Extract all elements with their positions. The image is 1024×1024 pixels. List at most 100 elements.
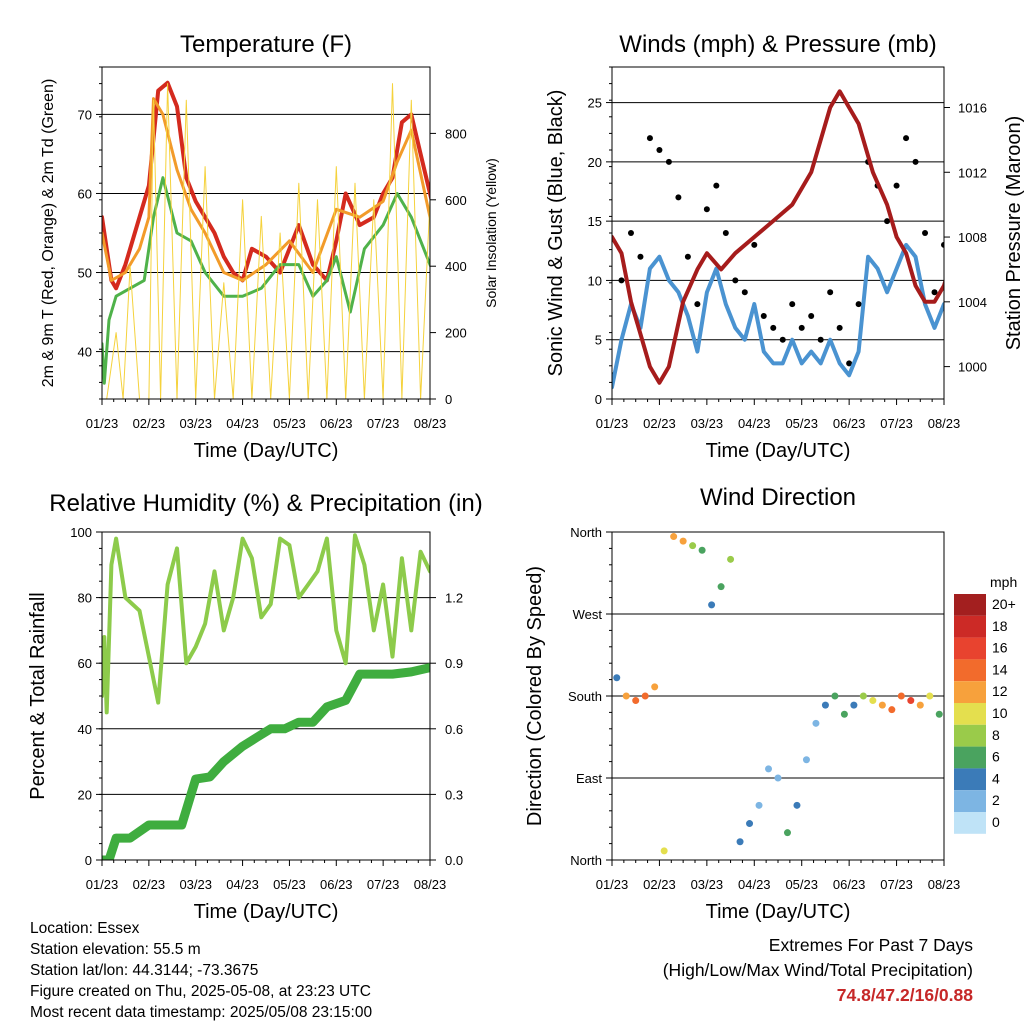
y2-tick-label: 1012 xyxy=(958,165,987,180)
extremes-values: 74.8/47.2/16/0.88 xyxy=(836,985,973,1005)
series-line-blue xyxy=(612,242,944,390)
series-line-maroon xyxy=(612,89,944,385)
x-tick-label: 07/23 xyxy=(880,877,913,892)
legend-swatch xyxy=(954,615,986,638)
gust-point xyxy=(703,206,710,213)
y-tick-label: 100 xyxy=(70,525,92,540)
y-tick-label: 5 xyxy=(595,333,602,348)
gust-point xyxy=(893,182,900,189)
gust-point xyxy=(979,206,985,212)
direction-point xyxy=(831,692,839,700)
station-info: Location: Essex Station elevation: 55.5 … xyxy=(30,918,372,1023)
x-tick-label: 04/23 xyxy=(738,877,771,892)
gust-point xyxy=(684,253,691,260)
gust-point xyxy=(960,183,966,189)
direction-point xyxy=(869,697,877,705)
y-tick-label: South xyxy=(568,689,602,704)
legend-label: 12 xyxy=(992,683,1008,699)
x-tick-label: 08/23 xyxy=(928,416,961,431)
gust-point xyxy=(988,218,994,224)
y2-tick-label: 1.2 xyxy=(445,591,463,606)
x-tick-label: 08/23 xyxy=(414,877,447,892)
y-tick-label: West xyxy=(573,607,603,622)
series-line-green xyxy=(102,176,430,385)
direction-point xyxy=(850,701,858,709)
direction-point xyxy=(802,756,810,764)
y-tick-label: 0 xyxy=(595,392,602,407)
x-tick-label: 07/23 xyxy=(367,416,400,431)
series-line-precip xyxy=(102,663,430,860)
x-tick-label: 02/23 xyxy=(133,877,166,892)
gust-point xyxy=(618,277,625,284)
plot-area xyxy=(612,89,994,390)
y-tick-label: 10 xyxy=(588,273,602,288)
x-tick-label: 06/23 xyxy=(320,416,353,431)
extremes-box: Extremes For Past 7 Days (High/Low/Max W… xyxy=(663,933,973,1008)
legend-swatch xyxy=(954,746,986,769)
y-tick-label: 20 xyxy=(78,787,92,802)
legend-title: mph xyxy=(990,574,1017,590)
x-tick-label: 01/23 xyxy=(596,877,629,892)
gust-point xyxy=(751,241,758,248)
gust-point xyxy=(931,289,938,296)
direction-point xyxy=(774,774,782,782)
gust-point xyxy=(760,313,767,319)
x-tick-label: 05/23 xyxy=(785,877,818,892)
legend-swatch xyxy=(954,703,986,725)
x-tick-label: 01/23 xyxy=(86,416,119,431)
direction-point xyxy=(888,706,896,714)
x-tick-label: 06/23 xyxy=(833,416,866,431)
x-tick-label: 03/23 xyxy=(691,877,724,892)
y2-tick-label: 0.6 xyxy=(445,722,463,737)
gust-point xyxy=(836,324,843,331)
gust-point xyxy=(656,147,663,153)
y-tick-label: 50 xyxy=(78,266,92,281)
station-latlon: Station lat/lon: 44.3144; -73.3675 xyxy=(30,962,259,979)
y2-tick-label: 0.9 xyxy=(445,656,463,671)
legend-label: 8 xyxy=(992,727,1000,743)
gust-point xyxy=(903,135,910,142)
chart-title: Wind Direction xyxy=(700,484,856,511)
legend-label: 16 xyxy=(992,640,1008,656)
series-line-red xyxy=(102,80,430,291)
gust-point xyxy=(741,289,748,296)
legend-label: 14 xyxy=(992,661,1008,677)
gust-point xyxy=(665,158,672,165)
direction-point xyxy=(660,847,668,855)
direction-point xyxy=(746,820,754,828)
gust-point xyxy=(789,301,796,308)
legend-swatch xyxy=(954,681,986,703)
x-tick-label: 08/23 xyxy=(414,416,447,431)
y-axis-label: Direction (Colored By Speed) xyxy=(524,566,546,826)
y-axis-label: Percent & Total Rainfall xyxy=(27,592,49,800)
legend-swatch xyxy=(954,637,986,660)
x-tick-label: 02/23 xyxy=(643,877,676,892)
extremes-subtitle: (High/Low/Max Wind/Total Precipitation) xyxy=(662,960,973,980)
direction-point xyxy=(945,829,952,836)
x-tick-label: 04/23 xyxy=(226,416,259,431)
plot-frame xyxy=(611,66,945,400)
plot-frame xyxy=(101,531,431,861)
direction-point xyxy=(622,692,630,700)
direction-point xyxy=(974,834,981,841)
humidity-precip-panel: Relative Humidity (%) & Precipitation (i… xyxy=(27,490,483,923)
direction-point xyxy=(641,692,649,700)
gust-point xyxy=(941,241,944,248)
direction-point xyxy=(783,829,791,837)
y2-tick-label: 200 xyxy=(445,326,467,341)
series-line-rh xyxy=(102,533,430,715)
wind-direction-panel: Wind Direction Time (Day/UTC) Direction (C… xyxy=(524,484,1017,923)
direction-point xyxy=(935,710,943,718)
chart-title: Temperature (F) xyxy=(180,31,352,58)
y-tick-label: 60 xyxy=(78,186,92,201)
legend-swatch xyxy=(954,659,986,682)
x-tick-label: 05/23 xyxy=(785,416,818,431)
gust-point xyxy=(637,253,644,260)
legend-label: 6 xyxy=(992,749,1000,765)
legend-swatch xyxy=(954,790,986,812)
y-tick-label: 40 xyxy=(78,345,92,360)
y2-tick-label: 400 xyxy=(445,259,467,274)
direction-point xyxy=(651,683,659,691)
x-tick-label: 03/23 xyxy=(179,877,212,892)
